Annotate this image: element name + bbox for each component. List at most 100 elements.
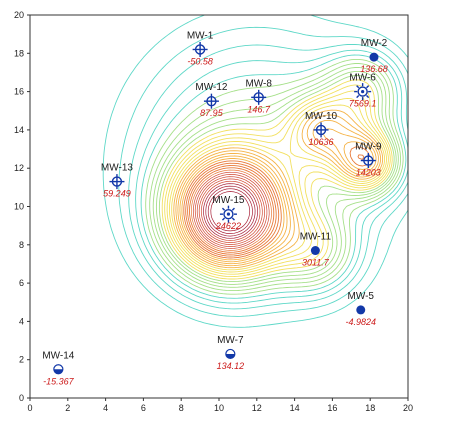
well-name-label: MW-11 (300, 232, 332, 243)
contour-line (198, 178, 263, 243)
well-name-label: MW-1 (187, 30, 214, 41)
x-tick-label: 8 (179, 403, 184, 413)
x-tick-label: 20 (403, 403, 413, 413)
sun-circle-icon (219, 205, 237, 223)
well-mw-14: MW-14 -15.367 (42, 350, 74, 386)
x-tick-label: 6 (141, 403, 146, 413)
y-tick-label: 16 (14, 87, 24, 97)
well-value-label: 14203 (356, 168, 381, 178)
x-tick-label: 12 (252, 403, 262, 413)
contour-line (145, 58, 404, 295)
contour-line (196, 176, 265, 245)
contour-line (205, 185, 256, 237)
open-cross-circle-icon (109, 174, 125, 190)
contour-line (171, 104, 386, 271)
sun-circle-icon (354, 83, 372, 101)
well-mw-9: MW-9 14203 (355, 142, 382, 178)
contour-line (189, 167, 275, 253)
contour-line (177, 119, 379, 265)
well-name-label: MW-2 (361, 38, 388, 49)
contour-line (149, 63, 402, 292)
well-mw-8: MW-8 146.7 (245, 78, 272, 114)
well-mw-2: MW-2 136.68 (360, 38, 388, 74)
contour-line (181, 141, 374, 261)
open-cross-circle-icon (313, 122, 329, 138)
well-name-label: MW-13 (101, 163, 133, 174)
well-value-label: -4.9824 (345, 317, 376, 327)
filled-circle-icon (310, 246, 320, 256)
well-mw-7: MW-7 134.12 (217, 335, 245, 371)
contour-line (210, 191, 251, 232)
filled-circle-icon (369, 52, 379, 62)
contour-line (118, 26, 408, 317)
contour-line (166, 90, 389, 275)
well-value-label: 134.12 (217, 361, 245, 371)
contour-line (158, 75, 395, 283)
half-circle-icon (53, 364, 64, 375)
well-value-label: 3011.7 (302, 258, 330, 268)
well-value-label: 146.7 (247, 104, 271, 114)
open-cross-circle-icon (192, 41, 208, 57)
well-name-label: MW-7 (217, 335, 244, 346)
open-cross-circle-icon (203, 93, 219, 109)
x-tick-label: 18 (365, 403, 375, 413)
y-tick-label: 6 (19, 278, 24, 288)
contour-line (192, 171, 270, 249)
x-tick-label: 4 (103, 403, 108, 413)
contour-line (203, 183, 258, 239)
contour-line (207, 188, 253, 234)
well-name-label: MW-8 (245, 78, 272, 89)
well-name-label: MW-12 (195, 82, 227, 93)
open-cross-circle-icon (251, 89, 267, 105)
contour-line (169, 97, 387, 273)
well-value-label: 59.249 (103, 189, 131, 199)
contour-line (152, 66, 399, 288)
well-mw-5: MW-5 -4.9824 (345, 291, 376, 327)
contour-line (128, 43, 408, 310)
x-tick-label: 0 (27, 403, 32, 413)
y-tick-label: 4 (19, 316, 24, 326)
well-name-label: MW-9 (355, 142, 382, 153)
contour-line (185, 154, 365, 257)
axes: 0 2 4 6 8 10 12 14 16 18 20 0 2 4 6 8 10 12 14 16 18 20 (14, 10, 413, 413)
contour-line (135, 49, 408, 304)
y-tick-label: 10 (14, 202, 24, 212)
contour-line (102, 15, 408, 328)
well-mw-10: MW-10 10636 (305, 111, 337, 147)
y-tick-label: 18 (14, 48, 24, 58)
well-mw-1: MW-1 -50.58 (187, 30, 214, 66)
well-value-label: 24622 (215, 221, 241, 231)
y-tick-label: 0 (19, 393, 24, 403)
y-tick-label: 8 (19, 240, 24, 250)
well-mw-6: MW-6 7569.1 (349, 73, 377, 109)
y-tick-label: 20 (14, 10, 24, 20)
contour-line (161, 79, 393, 280)
contour-line (191, 169, 272, 251)
well-value-label: 7569.1 (349, 99, 377, 109)
contour-line (194, 174, 268, 247)
well-name-label: MW-14 (42, 350, 74, 361)
well-name-label: MW-15 (212, 195, 244, 206)
well-name-label: MW-10 (305, 111, 337, 122)
well-name-label: MW-6 (349, 73, 376, 84)
well-value-label: -50.58 (187, 56, 213, 66)
y-tick-label: 12 (14, 163, 24, 173)
well-mw-12: MW-12 87.95 (195, 82, 227, 118)
x-tick-label: 2 (65, 403, 70, 413)
x-tick-label: 14 (290, 403, 300, 413)
contour-line (164, 84, 391, 278)
contour-line (187, 165, 277, 255)
contour-line (200, 180, 261, 241)
well-mw-11: MW-11 3011.7 (300, 232, 332, 268)
well-value-label: 10636 (309, 137, 334, 147)
contour-line (173, 109, 384, 269)
well-name-label: MW-5 (348, 291, 375, 302)
contour-line (179, 128, 377, 263)
well-mw-15: MW-15 24622 (212, 195, 244, 231)
half-circle-icon (225, 348, 236, 360)
open-cross-circle-icon (360, 153, 376, 169)
well-mw-13: MW-13 59.249 (101, 163, 133, 199)
contour-lines (102, 15, 408, 328)
